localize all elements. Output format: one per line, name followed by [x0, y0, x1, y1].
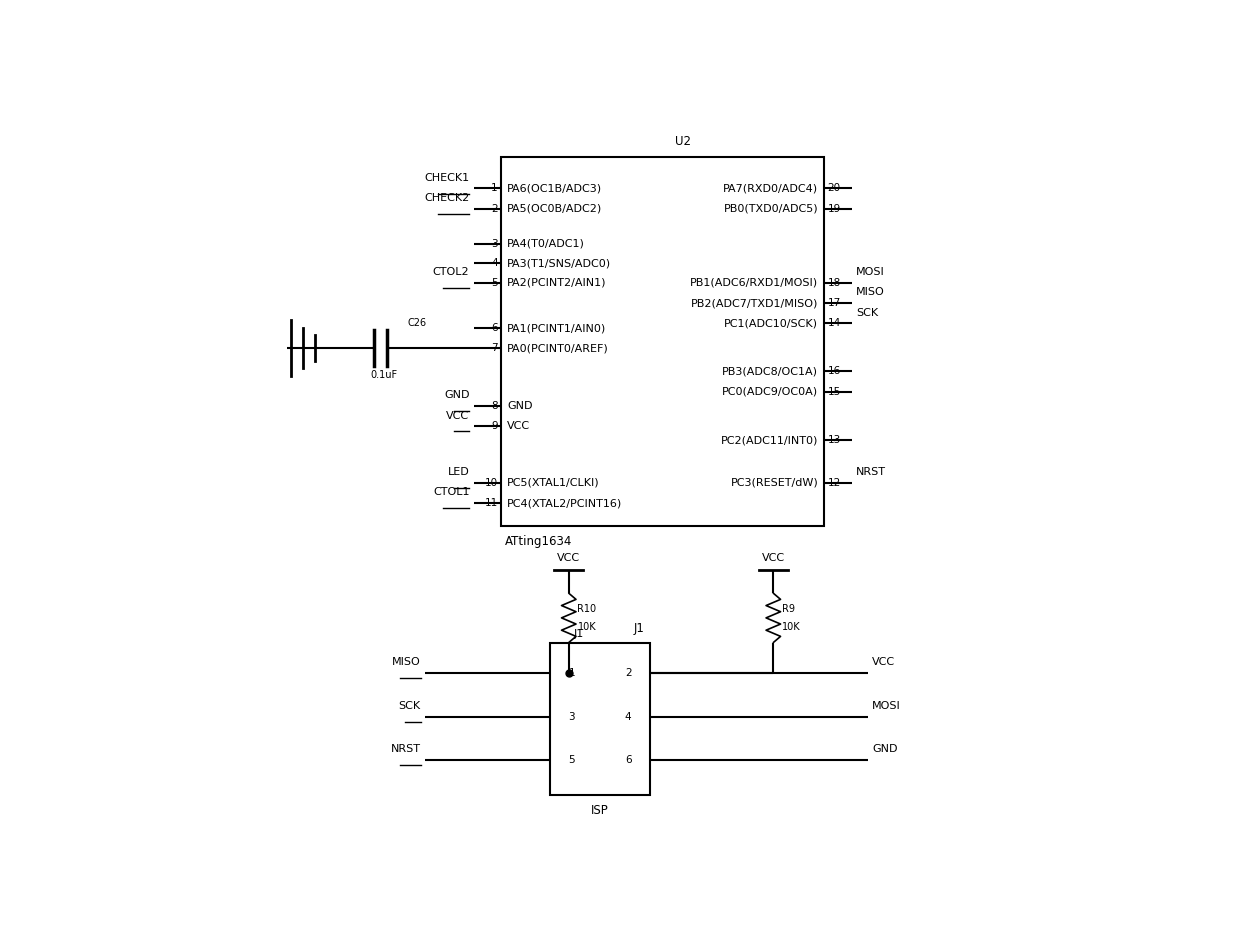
Text: PA7(RXD0/ADC4): PA7(RXD0/ADC4) — [723, 184, 818, 193]
Text: ATting1634: ATting1634 — [505, 535, 573, 548]
Text: PA4(T0/ADC1): PA4(T0/ADC1) — [507, 238, 585, 249]
Text: SCK: SCK — [856, 308, 878, 317]
Text: 2: 2 — [491, 203, 497, 214]
Text: PC3(RESET/dW): PC3(RESET/dW) — [730, 478, 818, 488]
Text: VCC: VCC — [507, 421, 531, 431]
Text: 17: 17 — [828, 298, 841, 308]
Text: MISO: MISO — [856, 287, 885, 298]
Text: LED: LED — [448, 467, 470, 478]
Text: 5: 5 — [568, 755, 575, 765]
Text: PA3(T1/SNS/ADC0): PA3(T1/SNS/ADC0) — [507, 258, 611, 268]
Text: 1: 1 — [491, 184, 497, 193]
Bar — [549, 642, 650, 795]
Text: 18: 18 — [828, 278, 841, 287]
Text: 13: 13 — [828, 435, 841, 446]
Text: 19: 19 — [828, 203, 841, 214]
Text: 6: 6 — [491, 323, 497, 333]
Text: MISO: MISO — [392, 658, 420, 667]
Text: SCK: SCK — [399, 701, 420, 710]
Text: PC0(ADC9/OC0A): PC0(ADC9/OC0A) — [722, 386, 818, 397]
Text: PA6(OC1B/ADC3): PA6(OC1B/ADC3) — [507, 184, 603, 193]
Text: J1: J1 — [634, 623, 645, 635]
Text: 10K: 10K — [782, 622, 801, 631]
Text: U2: U2 — [676, 135, 692, 148]
Text: PA0(PCINT0/AREF): PA0(PCINT0/AREF) — [507, 343, 609, 353]
Text: CHECK2: CHECK2 — [424, 193, 470, 203]
Text: 1: 1 — [568, 668, 575, 678]
Text: MOSI: MOSI — [856, 267, 885, 277]
Text: PB3(ADC8/OC1A): PB3(ADC8/OC1A) — [722, 366, 818, 376]
Text: VCC: VCC — [557, 553, 580, 562]
Text: NRST: NRST — [856, 467, 887, 478]
Text: 10K: 10K — [578, 622, 596, 631]
Text: 5: 5 — [491, 278, 497, 287]
Text: J1: J1 — [573, 629, 583, 639]
Text: GND: GND — [444, 390, 470, 400]
Text: GND: GND — [872, 744, 898, 755]
Text: PC2(ADC11/INT0): PC2(ADC11/INT0) — [720, 435, 818, 446]
Text: PA1(PCINT1/AIN0): PA1(PCINT1/AIN0) — [507, 323, 606, 333]
Text: 11: 11 — [485, 498, 497, 509]
Text: 0.1uF: 0.1uF — [371, 370, 398, 380]
Text: ISP: ISP — [591, 804, 609, 817]
Text: PB1(ADC6/RXD1/MOSI): PB1(ADC6/RXD1/MOSI) — [691, 278, 818, 287]
Text: 9: 9 — [491, 421, 497, 431]
Text: 14: 14 — [828, 318, 841, 329]
Text: R9: R9 — [782, 604, 795, 614]
Text: PA5(OC0B/ADC2): PA5(OC0B/ADC2) — [507, 203, 603, 214]
Text: PB2(ADC7/TXD1/MISO): PB2(ADC7/TXD1/MISO) — [691, 298, 818, 308]
Text: 12: 12 — [828, 478, 841, 488]
Text: 4: 4 — [491, 258, 497, 268]
Text: CHECK1: CHECK1 — [424, 172, 470, 183]
Text: 10: 10 — [485, 478, 497, 488]
Text: 3: 3 — [491, 238, 497, 249]
Text: 20: 20 — [828, 184, 841, 193]
Text: 16: 16 — [828, 366, 841, 376]
Text: 6: 6 — [625, 755, 631, 765]
Text: 4: 4 — [625, 711, 631, 722]
Bar — [501, 156, 825, 527]
Text: VCC: VCC — [446, 411, 470, 420]
Text: C26: C26 — [408, 317, 427, 328]
Text: PB0(TXD0/ADC5): PB0(TXD0/ADC5) — [724, 203, 818, 214]
Text: MOSI: MOSI — [872, 701, 900, 710]
Text: PA2(PCINT2/AIN1): PA2(PCINT2/AIN1) — [507, 278, 606, 287]
Text: R10: R10 — [578, 604, 596, 614]
Text: CTOL2: CTOL2 — [433, 267, 470, 277]
Text: NRST: NRST — [391, 744, 420, 755]
Text: 2: 2 — [625, 668, 631, 678]
Text: VCC: VCC — [761, 553, 785, 562]
Text: PC4(XTAL2/PCINT16): PC4(XTAL2/PCINT16) — [507, 498, 622, 509]
Text: VCC: VCC — [872, 658, 895, 667]
Text: 15: 15 — [828, 386, 841, 397]
Text: 3: 3 — [568, 711, 575, 722]
Text: PC1(ADC10/SCK): PC1(ADC10/SCK) — [724, 318, 818, 329]
Text: GND: GND — [507, 401, 533, 411]
Text: 7: 7 — [491, 343, 497, 353]
Text: PC5(XTAL1/CLKI): PC5(XTAL1/CLKI) — [507, 478, 600, 488]
Text: 8: 8 — [491, 401, 497, 411]
Text: CTOL1: CTOL1 — [433, 487, 470, 497]
